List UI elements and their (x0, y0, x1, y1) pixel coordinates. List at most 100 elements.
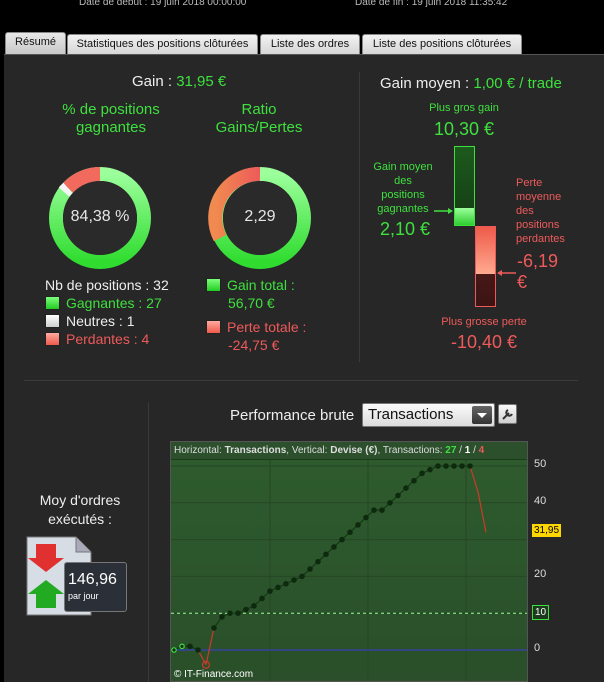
data-point (243, 606, 249, 613)
gain-loss-legend: Gain total : 56,70 € Perte totale : -24,… (206, 276, 356, 354)
total-loss-value: -24,75 € (228, 337, 280, 353)
data-point (259, 595, 265, 602)
data-point (371, 507, 377, 513)
data-point (291, 577, 297, 583)
biggest-gain-value: 10,30 € (433, 119, 495, 139)
data-point (427, 466, 433, 473)
neutral-swatch (45, 314, 60, 328)
data-point (443, 463, 449, 469)
data-point (251, 603, 257, 609)
data-point (387, 499, 393, 506)
gain-swatch (206, 278, 221, 292)
axis-select[interactable]: Transactions (362, 403, 495, 427)
axis-select-value: Transactions (368, 406, 454, 423)
tx-sep: / (470, 445, 479, 456)
performance-title: Performance brute (230, 407, 355, 424)
start-date: Date de début : 19 juin 2018 00:00:00 (79, 0, 247, 8)
tab-closed-positions-stats[interactable]: Statistiques des positions clôturées (67, 34, 258, 54)
data-point (435, 463, 441, 469)
data-point (331, 544, 337, 550)
biggest-gain-label: Plus gros gain (429, 102, 499, 114)
ratio-donut (208, 166, 311, 269)
data-point (171, 647, 177, 653)
y-axis: 0 20 40 50 10 31,95 (528, 441, 568, 682)
data-point (395, 492, 401, 499)
positions-legend: Nb de positions : 32 Gagnantes : 27 Neut… (45, 276, 195, 348)
data-point (363, 514, 369, 521)
positions-count: Nb de positions : 32 (45, 277, 169, 293)
ratio-label: Ratio Gains/Pertes (215, 101, 303, 136)
data-point (347, 529, 353, 536)
winning-donut (49, 167, 151, 269)
gain-range-bar (454, 146, 475, 226)
chevron-down-icon[interactable] (472, 406, 492, 424)
series-segment (205, 627, 215, 665)
tx-win: 27 (445, 445, 457, 456)
data-point (379, 507, 385, 513)
biggest-loss-value: -10,40 € (450, 332, 518, 352)
data-point (195, 647, 201, 653)
pct-winning-value: 84,38 % (70, 208, 130, 225)
chart-header-horizontal: Transactions (224, 445, 287, 456)
data-point (219, 614, 225, 620)
y-tick-label: 50 (534, 458, 547, 470)
chart-header: Horizontal: Transactions, Vertical: Devi… (171, 442, 527, 460)
chart-header-prefix: Horizontal: (174, 445, 222, 456)
legend-total-loss: Perte totale : (206, 318, 356, 336)
legend-losing: Perdantes : 4 (45, 330, 195, 348)
orders-unit: par jour (68, 591, 99, 601)
donut-center (223, 181, 297, 255)
data-point (339, 536, 345, 543)
biggest-loss-label: Plus grosse perte (441, 316, 527, 328)
data-point (307, 566, 313, 572)
tx-neutral: 1 (464, 445, 471, 456)
data-point (179, 643, 185, 650)
date-bar: Date de début : 19 juin 2018 00:00:00 Da… (0, 0, 604, 30)
loss-arc (208, 166, 261, 242)
avg-losing-label: Perte moyenne des positions perdantes (516, 177, 565, 245)
loss-swatch (206, 320, 221, 334)
current-value-badge: 31,95 (532, 524, 562, 538)
chart-header-tx: , Transactions: (377, 445, 443, 456)
winning-label: Gagnantes : 27 (66, 295, 162, 311)
orders-value-box: 146,96 par jour (64, 562, 127, 612)
gain-value: 31,95 € (176, 73, 227, 90)
end-date: Date de fin : 19 juin 2018 11:35:42 (355, 0, 508, 8)
data-point (283, 580, 289, 587)
data-point (275, 584, 281, 591)
avg-winning-label: Gain moyen des positions gagnantes (373, 161, 433, 215)
wrench-icon[interactable] (498, 404, 517, 424)
avg-gain-value: 1,00 € / trade (473, 75, 562, 92)
arrow-right-icon (434, 208, 453, 214)
winning-arc (49, 167, 151, 269)
performance-chart: Horizontal: Transactions, Vertical: Devi… (170, 441, 528, 682)
avg-gain-marker (455, 208, 474, 225)
data-point (211, 625, 217, 631)
legend-winning: Gagnantes : 27 (45, 294, 195, 312)
gain-label: Gain : (132, 73, 173, 90)
level-badge: 10 (532, 605, 550, 621)
losing-arc (62, 167, 101, 194)
total-loss-label: Perte totale : (227, 319, 307, 335)
total-gain-label: Gain total : (227, 277, 295, 293)
tx-loss: 4 (478, 445, 485, 456)
y-tick-label: 0 (534, 642, 541, 654)
vertical-divider (359, 72, 360, 362)
legend-total-gain: Gain total : (206, 276, 356, 294)
ratio-value: 2,29 (244, 208, 276, 225)
tab-resume[interactable]: Résumé (5, 32, 66, 54)
donut-center (63, 181, 137, 255)
data-point (403, 485, 409, 491)
chart-plot (171, 460, 527, 681)
tx-sep: / (456, 445, 465, 456)
data-point (227, 610, 233, 617)
pct-winning-label: % de positions gagnantes (62, 101, 160, 136)
orders-label: Moy d'ordres exécutés : (39, 492, 121, 527)
data-point (187, 643, 193, 650)
tab-bar: Résumé Statistiques des positions clôtur… (0, 32, 604, 54)
legend-neutral: Neutres : 1 (45, 312, 195, 330)
performance-divider (148, 402, 149, 682)
series-segment (477, 491, 487, 533)
tab-closed-positions-list[interactable]: Liste des positions clôturées (362, 34, 522, 54)
tab-orders-list[interactable]: Liste des ordres (260, 34, 360, 54)
